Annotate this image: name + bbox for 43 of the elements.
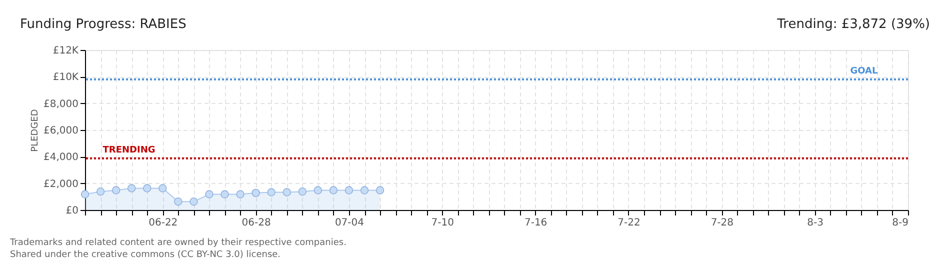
y-tick-label: £10K bbox=[52, 72, 79, 84]
x-tick-label: 7-28 bbox=[710, 218, 734, 228]
text: Shared under the creative commons (CC BY-NC 3.0) license. bbox=[10, 250, 281, 260]
x-tick-label: 7-10 bbox=[431, 218, 454, 228]
y-axis-title: PLEDGED bbox=[30, 109, 41, 152]
point bbox=[314, 186, 322, 194]
ref-line-label: GOAL bbox=[850, 66, 878, 76]
point bbox=[158, 184, 167, 192]
x-tick-label: 06-22 bbox=[148, 218, 178, 228]
x-tick-label: 8-9 bbox=[892, 218, 908, 228]
point bbox=[282, 188, 291, 196]
point bbox=[205, 190, 214, 198]
y-tick-label: £0 bbox=[66, 206, 78, 216]
point bbox=[112, 186, 120, 194]
point bbox=[267, 188, 276, 196]
x-tick-label: 07-04 bbox=[334, 218, 364, 228]
point bbox=[190, 198, 198, 206]
y-tick-label: £4,000 bbox=[44, 152, 78, 164]
x-tick-label: 8-3 bbox=[807, 218, 824, 228]
ref-line-label: TRENDING bbox=[102, 145, 156, 156]
y-tick-label: £8,000 bbox=[44, 98, 78, 110]
point bbox=[252, 188, 260, 198]
point bbox=[127, 184, 136, 192]
chart-title: Funding Progress: RABIES bbox=[20, 17, 186, 32]
x-tick-label: 06-28 bbox=[242, 218, 271, 228]
y-tick-label: £6,000 bbox=[44, 126, 78, 136]
point bbox=[80, 190, 90, 198]
point bbox=[220, 190, 229, 198]
point bbox=[344, 186, 354, 194]
y-tick-label: £12K bbox=[52, 46, 79, 56]
text: Trademarks and related content are owned by their respective companies. bbox=[9, 238, 346, 248]
point bbox=[376, 186, 384, 194]
point bbox=[174, 198, 182, 206]
chart-subtitle: Trending: £3,872 (39%) bbox=[776, 17, 930, 32]
x-tick-label: 7-16 bbox=[524, 218, 548, 228]
y-tick-label: £2,000 bbox=[44, 178, 78, 190]
point bbox=[143, 184, 152, 192]
x-tick-label: 7-22 bbox=[618, 218, 640, 228]
point bbox=[329, 186, 338, 194]
point bbox=[236, 190, 244, 198]
point bbox=[96, 188, 105, 196]
point bbox=[298, 188, 307, 196]
point bbox=[360, 186, 369, 194]
